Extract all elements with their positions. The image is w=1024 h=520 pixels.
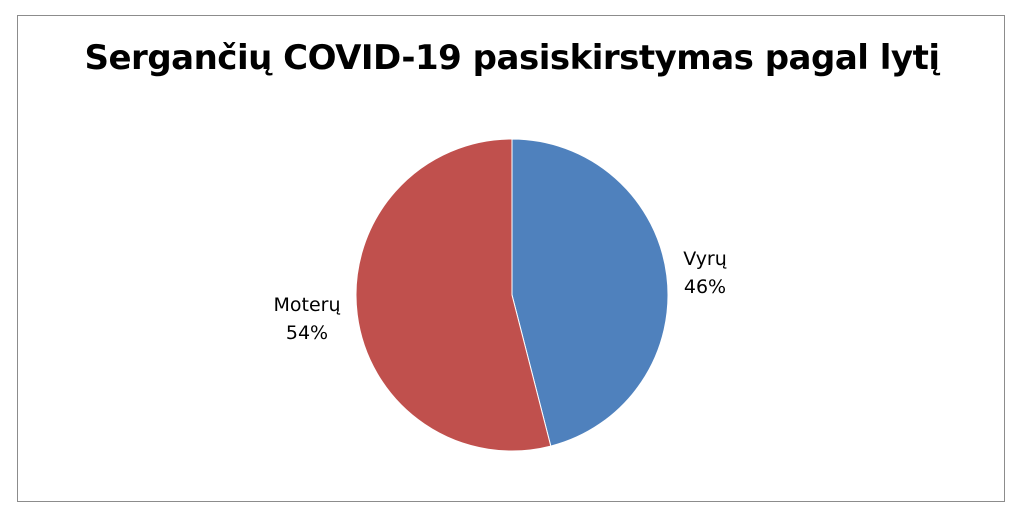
chart-title: Sergančių COVID-19 pasiskirstymas pagal … bbox=[84, 38, 941, 78]
data-label-moteru-name: Moterų bbox=[273, 294, 340, 316]
data-label-moteru-value: 54% bbox=[286, 322, 328, 344]
pie-slice-vyrų bbox=[511, 138, 669, 447]
pie-slices bbox=[355, 138, 669, 452]
data-label-vyru-name: Vyrų bbox=[683, 248, 727, 270]
pie-slice-moterų bbox=[355, 138, 552, 452]
data-label-vyru-value: 46% bbox=[684, 276, 726, 298]
